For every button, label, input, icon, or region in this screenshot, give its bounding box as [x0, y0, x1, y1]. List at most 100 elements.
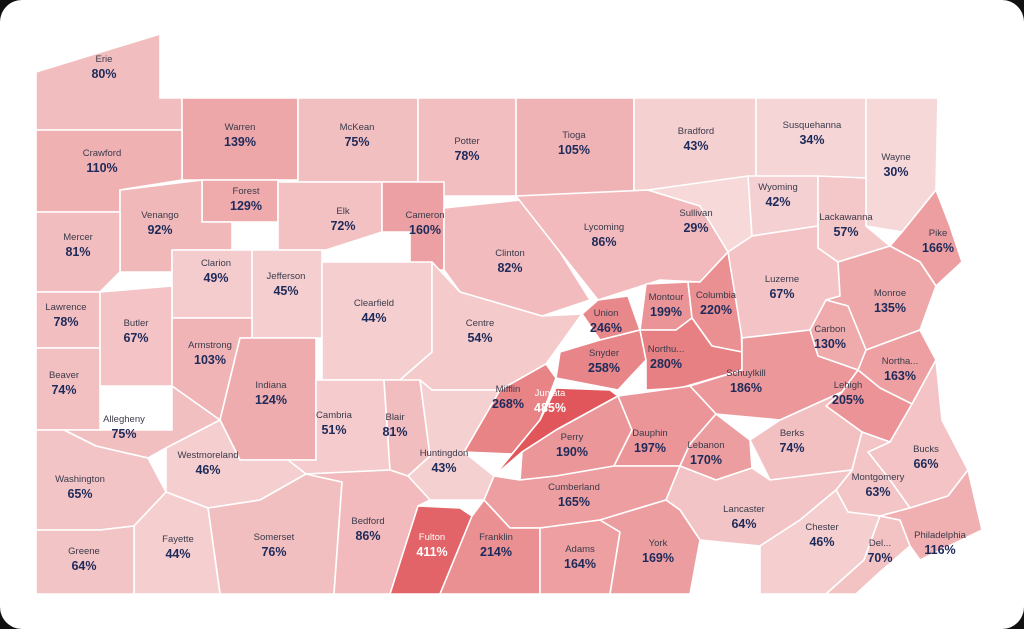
county-name-montour: Montour: [649, 292, 684, 303]
county-name-indiana: Indiana: [255, 380, 287, 391]
county-name-philadelphia: Philadelphia: [914, 530, 966, 541]
county-value-union: 246%: [590, 321, 622, 335]
county-name-adams: Adams: [565, 544, 595, 555]
county-value-perry: 190%: [556, 445, 588, 459]
county-name-lackawanna: Lackawanna: [819, 212, 873, 223]
county-value-monroe: 135%: [874, 301, 906, 315]
county-value-cumberland: 165%: [558, 495, 590, 509]
county-value-crawford: 110%: [86, 161, 117, 175]
county-value-berks: 74%: [779, 441, 804, 455]
county-name-perry: Perry: [561, 432, 584, 443]
county-name-somerset: Somerset: [254, 532, 295, 543]
county-value-jefferson: 45%: [273, 284, 298, 298]
county-value-philadelphia: 116%: [924, 543, 955, 557]
county-name-fulton: Fulton: [419, 532, 445, 543]
county-value-erie: 80%: [91, 67, 116, 81]
county-name-lebanon: Lebanon: [688, 440, 725, 451]
county-value-lehigh: 205%: [832, 393, 864, 407]
county-value-lawrence: 78%: [53, 315, 78, 329]
county-name-potter: Potter: [454, 136, 479, 147]
county-value-indiana: 124%: [255, 393, 287, 407]
county-name-pike: Pike: [929, 228, 947, 239]
county-value-fulton: 411%: [416, 545, 447, 559]
county-name-cambria: Cambria: [316, 410, 353, 421]
county-value-schuylkill: 186%: [730, 381, 762, 395]
county-value-westmoreland: 46%: [195, 463, 220, 477]
county-name-bucks: Bucks: [913, 444, 939, 455]
county-value-juniata: 485%: [534, 401, 566, 415]
county-value-armstrong: 103%: [194, 353, 226, 367]
county-value-lycoming: 86%: [591, 235, 616, 249]
county-name-york: York: [649, 538, 668, 549]
county-value-pike: 166%: [922, 241, 954, 255]
county-name-clinton: Clinton: [495, 248, 525, 259]
county-labels: Erie 80% Warren 139% McKean 75% Potter 78% Tioga…: [45, 54, 966, 573]
county-name-tioga: Tioga: [562, 130, 586, 141]
county-value-beaver: 74%: [51, 383, 76, 397]
county-value-lebanon: 170%: [690, 453, 722, 467]
county-name-columbia: Columbia: [696, 290, 737, 301]
county-value-columbia: 220%: [700, 303, 732, 317]
county-value-somerset: 76%: [261, 545, 286, 559]
county-value-tioga: 105%: [558, 143, 590, 157]
county-value-montour: 199%: [650, 305, 682, 319]
county-value-venango: 92%: [147, 223, 172, 237]
county-value-mifflin: 268%: [492, 397, 524, 411]
county-value-allegheny: 75%: [111, 427, 136, 441]
county-name-greene: Greene: [68, 546, 100, 557]
county-name-bradford: Bradford: [678, 126, 714, 137]
county-value-del: 70%: [867, 551, 892, 565]
county-value-mercer: 81%: [65, 245, 90, 259]
county-name-northu: Northu...: [648, 344, 684, 355]
county-value-mckean: 75%: [344, 135, 369, 149]
county-value-luzerne: 67%: [769, 287, 794, 301]
county-value-bradford: 43%: [683, 139, 708, 153]
county-name-berks: Berks: [780, 428, 805, 439]
county-name-lehigh: Lehigh: [834, 380, 863, 391]
county-name-dauphin: Dauphin: [632, 428, 667, 439]
county-name-fayette: Fayette: [162, 534, 194, 545]
county-name-washington: Washington: [55, 474, 105, 485]
county-value-northa: 163%: [884, 369, 916, 383]
county-name-allegheny: Allegheny: [103, 414, 145, 425]
county-value-greene: 64%: [71, 559, 96, 573]
county-value-forest: 129%: [230, 199, 262, 213]
county-name-jefferson: Jefferson: [267, 271, 306, 282]
county-value-clarion: 49%: [203, 271, 228, 285]
county-name-mifflin: Mifflin: [496, 384, 521, 395]
county-name-franklin: Franklin: [479, 532, 513, 543]
county-name-snyder: Snyder: [589, 348, 619, 359]
county-value-cameron: 160%: [409, 223, 441, 237]
county-value-york: 169%: [642, 551, 674, 565]
county-name-lycoming: Lycoming: [584, 222, 624, 233]
county-value-bucks: 66%: [913, 457, 938, 471]
county-erie: [35, 33, 183, 131]
county-name-wayne: Wayne: [881, 152, 910, 163]
county-value-clinton: 82%: [497, 261, 522, 275]
county-name-schuylkill: Schuylkill: [726, 368, 766, 379]
county-name-butler: Butler: [124, 318, 149, 329]
county-value-chester: 46%: [809, 535, 834, 549]
county-name-bedford: Bedford: [351, 516, 384, 527]
county-name-erie: Erie: [96, 54, 113, 65]
county-name-lawrence: Lawrence: [45, 302, 86, 313]
county-value-elk: 72%: [330, 219, 355, 233]
county-name-chester: Chester: [805, 522, 838, 533]
county-snyder: [555, 329, 647, 391]
county-name-blair: Blair: [385, 412, 404, 423]
county-shapes: [35, 33, 983, 595]
county-name-forest: Forest: [233, 186, 260, 197]
county-union: [581, 295, 641, 341]
county-value-wyoming: 42%: [765, 195, 790, 209]
county-value-adams: 164%: [564, 557, 596, 571]
county-value-huntingdon: 43%: [431, 461, 456, 475]
county-value-potter: 78%: [454, 149, 479, 163]
county-york: [599, 499, 701, 595]
county-value-northu: 280%: [650, 357, 682, 371]
county-fulton: [389, 505, 473, 595]
county-name-clarion: Clarion: [201, 258, 231, 269]
county-name-crawford: Crawford: [83, 148, 122, 159]
county-name-armstrong: Armstrong: [188, 340, 232, 351]
county-value-susquehanna: 34%: [799, 133, 824, 147]
